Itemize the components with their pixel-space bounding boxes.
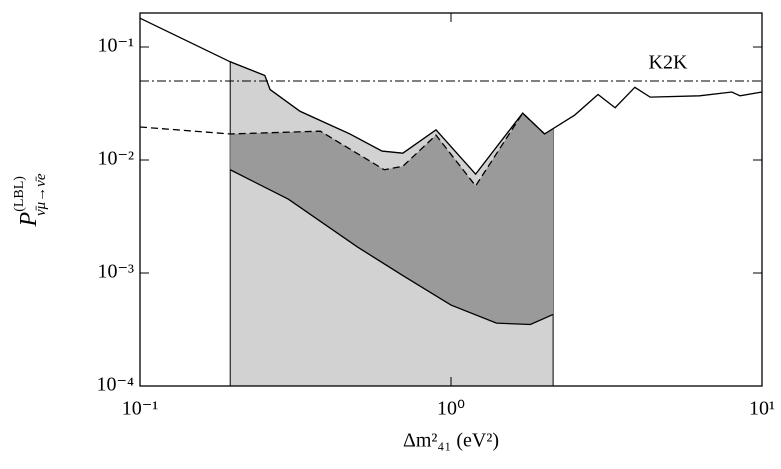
y-tick-label: 10⁻¹ [97,35,134,57]
x-tick-label: 10⁰ [437,398,465,420]
shaded-region [230,113,554,325]
y-axis-label: P(LBL) ν̄μ→ν̄e [12,173,49,227]
series-line [139,112,546,188]
series-line [139,17,763,176]
y-tick-label: 10⁻² [97,148,134,170]
x-tick-label: 10¹ [749,398,775,420]
y-label-main: P [16,211,42,227]
x-axis-label: Δm²₄₁ (eV²) [403,430,499,452]
y-label-sub: ν̄μ→ν̄e [33,173,49,216]
x-tick-label: 10⁻¹ [122,398,159,420]
series-line [229,169,554,326]
annotation: K2K [649,52,688,74]
y-tick-label: 10⁻³ [97,261,134,283]
y-tick-label: 10⁻⁴ [96,374,134,396]
y-label-sup: (LBL) [12,176,27,212]
